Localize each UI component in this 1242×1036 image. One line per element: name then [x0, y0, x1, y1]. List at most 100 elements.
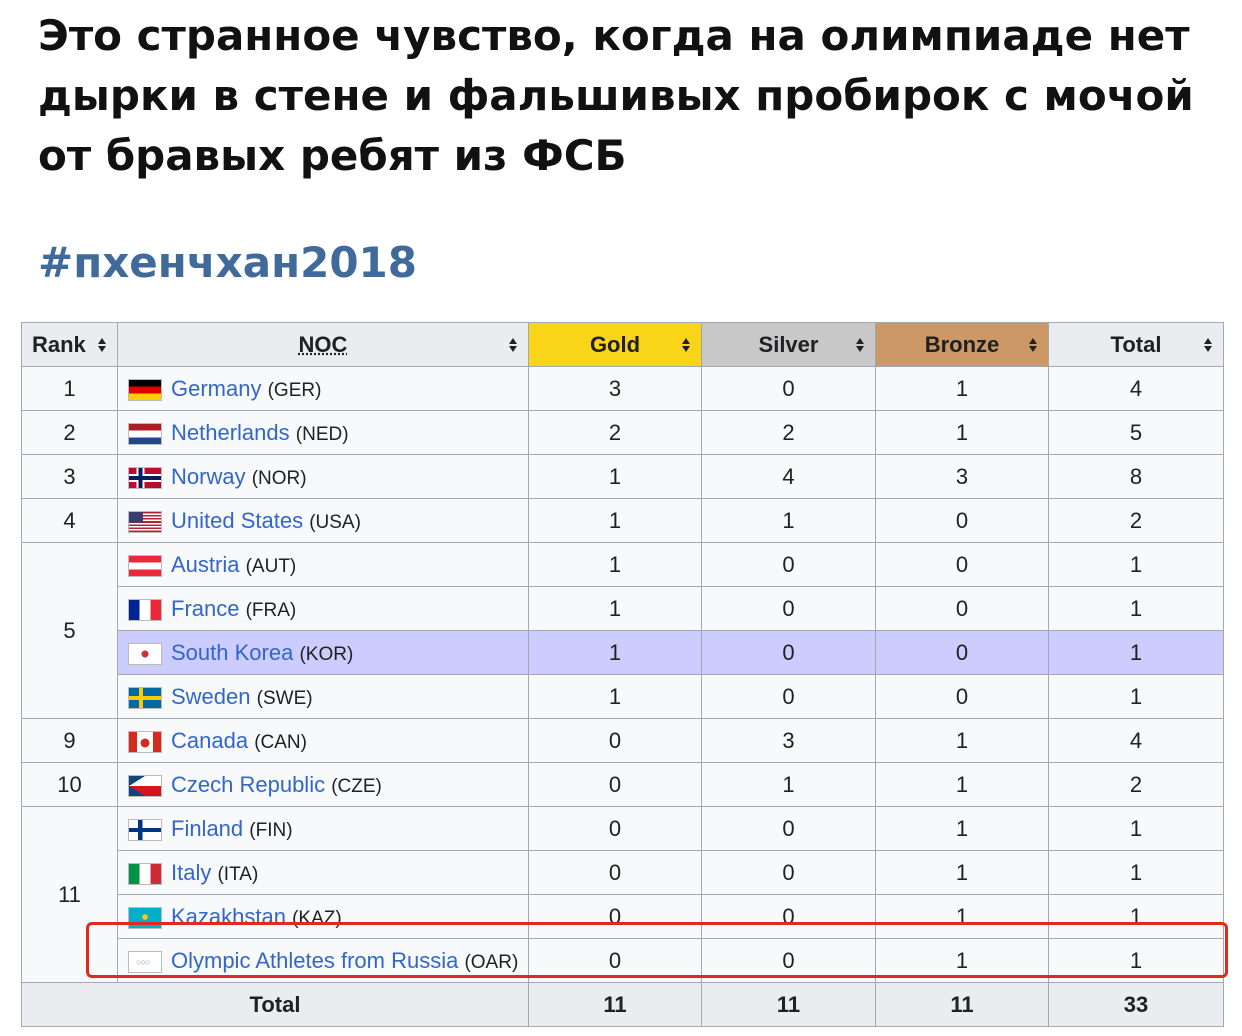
- country-link[interactable]: South Korea: [171, 639, 294, 665]
- gold-cell: 0: [528, 850, 702, 895]
- total-cell: 1: [1048, 674, 1224, 719]
- sort-icon[interactable]: [98, 337, 107, 352]
- table-row: 3 Norway (NOR) 1 4 3 8: [21, 454, 1224, 499]
- red-highlight-box: [86, 922, 1228, 978]
- noc-cell: Norway (NOR): [117, 454, 529, 499]
- olympic-flag-icon: ○○○: [128, 950, 162, 973]
- canada-flag-icon: [128, 730, 162, 753]
- totals-gold: 11: [528, 982, 702, 1027]
- header-total[interactable]: Total: [1048, 322, 1224, 367]
- sweden-flag-icon: [128, 686, 162, 709]
- header-bronze[interactable]: Bronze: [875, 322, 1049, 367]
- gold-cell: 1: [528, 454, 702, 499]
- total-cell: 4: [1048, 366, 1224, 411]
- silver-cell: 0: [701, 586, 876, 631]
- bronze-cell: 0: [875, 542, 1049, 587]
- table-row: Italy (ITA) 0 0 1 1: [22, 850, 1224, 895]
- total-cell: 1: [1048, 542, 1224, 587]
- noc-code: (OAR): [464, 951, 519, 973]
- table-row: 9 Canada (CAN) 0 3 1 4: [21, 718, 1224, 763]
- sort-icon[interactable]: [682, 337, 691, 352]
- noc-code: (CZE): [331, 775, 382, 797]
- country-link[interactable]: Austria: [171, 551, 240, 577]
- gold-cell: 3: [528, 366, 702, 411]
- france-flag-icon: [128, 598, 162, 621]
- total-cell: 5: [1048, 410, 1224, 455]
- sort-icon[interactable]: [1204, 337, 1213, 352]
- header-gold[interactable]: Gold: [528, 322, 702, 367]
- silver-cell: 2: [701, 410, 876, 455]
- table-row-host: South Korea (KOR) 1 0 0 1: [22, 630, 1224, 675]
- germany-flag-icon: [128, 378, 162, 401]
- bronze-cell: 1: [875, 894, 1049, 939]
- country-link[interactable]: Czech Republic: [171, 771, 326, 797]
- gold-cell: 0: [528, 762, 702, 807]
- bronze-cell: 1: [875, 718, 1049, 763]
- country-link[interactable]: Finland: [171, 815, 244, 841]
- silver-cell: 0: [701, 630, 876, 675]
- bronze-cell: 1: [875, 366, 1049, 411]
- noc-code: (AUT): [245, 555, 297, 577]
- totals-silver: 11: [701, 982, 876, 1027]
- country-link[interactable]: Norway: [171, 463, 246, 489]
- totals-bronze: 11: [875, 982, 1049, 1027]
- austria-flag-icon: [128, 554, 162, 577]
- totals-label: Total: [21, 982, 529, 1027]
- bronze-cell: 1: [875, 806, 1049, 851]
- header-rank-label: Rank: [32, 331, 86, 357]
- czech-flag-icon: [128, 774, 162, 797]
- header-bronze-label: Bronze: [924, 331, 1000, 357]
- noc-cell: Kazakhstan (KAZ): [117, 894, 529, 939]
- header-silver[interactable]: Silver: [701, 322, 876, 367]
- rank-cell: 2: [21, 410, 118, 455]
- header-rank[interactable]: Rank: [21, 322, 118, 367]
- table-row: 10 Czech Republic (CZE) 0 1 1 2: [21, 762, 1224, 807]
- rank-cell: 11: [21, 806, 118, 983]
- table-row: 1 Germany (GER) 3 0 1 4: [21, 366, 1224, 411]
- rank-cell: 4: [21, 498, 118, 543]
- norway-flag-icon: [128, 466, 162, 489]
- header-noc-label[interactable]: NOC: [298, 331, 348, 357]
- noc-code: (ITA): [217, 863, 259, 885]
- country-link[interactable]: Olympic Athletes from Russia: [171, 947, 459, 973]
- medal-table: Rank NOC Gold Silver Bronze Total: [21, 322, 1224, 1027]
- noc-code: (USA): [309, 511, 361, 533]
- sort-icon[interactable]: [509, 337, 518, 352]
- table-row: Sweden (SWE) 1 0 0 1: [22, 674, 1224, 719]
- noc-cell: Italy (ITA): [117, 850, 529, 895]
- gold-cell: 1: [528, 630, 702, 675]
- country-link[interactable]: Germany: [171, 375, 262, 401]
- gold-cell: 1: [528, 674, 702, 719]
- silver-cell: 1: [701, 498, 876, 543]
- country-link[interactable]: United States: [171, 507, 304, 533]
- noc-cell: Netherlands (NED): [117, 410, 529, 455]
- country-link[interactable]: Italy: [171, 859, 212, 885]
- silver-cell: 0: [701, 806, 876, 851]
- country-link[interactable]: Canada: [171, 727, 249, 753]
- noc-cell: United States (USA): [117, 498, 529, 543]
- country-link[interactable]: France: [171, 595, 240, 621]
- rank-cell: 1: [21, 366, 118, 411]
- gold-cell: 1: [528, 498, 702, 543]
- country-link[interactable]: Sweden: [171, 683, 251, 709]
- bronze-cell: 0: [875, 674, 1049, 719]
- total-cell: 1: [1048, 630, 1224, 675]
- sort-icon[interactable]: [856, 337, 865, 352]
- bronze-cell: 0: [875, 586, 1049, 631]
- total-cell: 1: [1048, 894, 1224, 939]
- bronze-cell: 1: [875, 410, 1049, 455]
- finland-flag-icon: [128, 818, 162, 841]
- olympic-rings-icon: ○○○: [136, 956, 150, 967]
- table-row: Kazakhstan (KAZ) 0 0 1 1: [22, 894, 1224, 939]
- country-link[interactable]: Netherlands: [171, 419, 290, 445]
- noc-cell: France (FRA): [117, 586, 529, 631]
- header-noc[interactable]: NOC: [117, 322, 529, 367]
- hashtag-link[interactable]: #пхенчхан2018: [38, 238, 417, 287]
- sort-icon[interactable]: [1029, 337, 1038, 352]
- table-row: France (FRA) 1 0 0 1: [22, 586, 1224, 631]
- totals-row: Total 11 11 11 33: [21, 982, 1224, 1027]
- silver-cell: 1: [701, 762, 876, 807]
- noc-cell: Sweden (SWE): [117, 674, 529, 719]
- total-cell: 8: [1048, 454, 1224, 499]
- silver-cell: 4: [701, 454, 876, 499]
